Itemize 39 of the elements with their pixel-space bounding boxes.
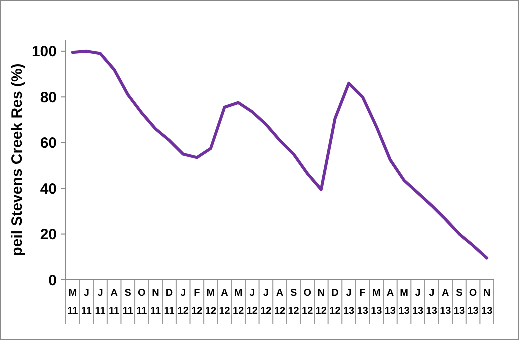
x-tick-label: M 12 (233, 288, 245, 317)
x-tick-label: N 12 (316, 288, 328, 317)
y-tick-label: 60 (40, 135, 57, 152)
x-tick-label: F 12 (192, 288, 204, 317)
x-tick-label: A 13 (384, 288, 396, 317)
y-tick-label: 0 (48, 272, 57, 290)
x-tick-label: J 11 (95, 288, 106, 317)
x-tick-label: A 11 (109, 288, 120, 317)
x-tick-label: S 11 (122, 288, 134, 317)
x-tick-label: F 13 (357, 288, 369, 317)
x-tick-label: A 12 (219, 288, 231, 317)
x-tick-label: N 11 (150, 288, 162, 317)
y-tick-label: 80 (40, 89, 57, 106)
x-tick-label: S 12 (288, 288, 300, 317)
y-tick-label: 100 (32, 44, 57, 61)
x-tick-label: J 12 (246, 288, 258, 317)
x-tick-label: O 13 (468, 288, 480, 317)
x-tick-label: D 11 (164, 288, 176, 317)
x-tick-label: O 12 (302, 288, 314, 317)
y-axis-title: peil Stevens Creek Res (%) (9, 64, 26, 256)
x-tick-label: N 13 (482, 288, 494, 317)
y-tick-label: 40 (40, 180, 57, 198)
x-tick-label: M 12 (205, 288, 217, 317)
y-tick-label: 20 (40, 226, 57, 244)
x-tick-label: M 13 (398, 288, 410, 317)
x-tick-label: A 12 (274, 288, 286, 317)
x-tick-label: M 13 (371, 288, 383, 317)
x-tick-label: M 11 (68, 288, 79, 317)
x-tick-label: J 13 (426, 288, 438, 317)
x-tick-label: J 12 (260, 288, 272, 317)
x-tick-label: J 13 (343, 288, 356, 317)
x-tick-label: J 13 (412, 288, 424, 317)
x-tick-label: A 13 (440, 288, 452, 317)
x-tick-label: J 11 (81, 288, 92, 317)
x-tick-label: J 12 (178, 288, 190, 317)
x-tick-label: O 11 (136, 288, 148, 317)
line-series (71, 50, 489, 260)
x-tick-label: D 12 (330, 288, 342, 317)
x-tick-label: S 13 (454, 288, 466, 317)
